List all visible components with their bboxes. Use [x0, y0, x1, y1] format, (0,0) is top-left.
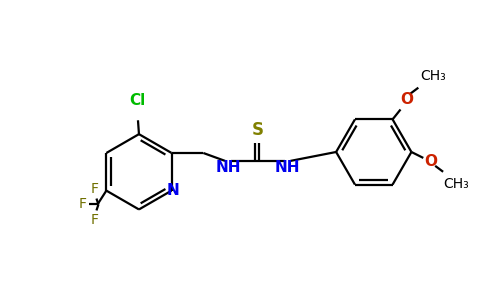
Text: O: O: [400, 92, 413, 107]
Text: CH₃: CH₃: [443, 177, 469, 191]
Text: Cl: Cl: [129, 93, 145, 108]
Text: F: F: [78, 197, 87, 212]
Text: O: O: [425, 154, 438, 169]
Text: N: N: [166, 183, 179, 198]
Text: NH: NH: [275, 160, 300, 175]
Text: NH: NH: [215, 160, 241, 175]
Text: F: F: [91, 213, 98, 227]
Text: S: S: [252, 121, 264, 139]
Text: F: F: [91, 182, 98, 196]
Text: CH₃: CH₃: [420, 69, 446, 83]
